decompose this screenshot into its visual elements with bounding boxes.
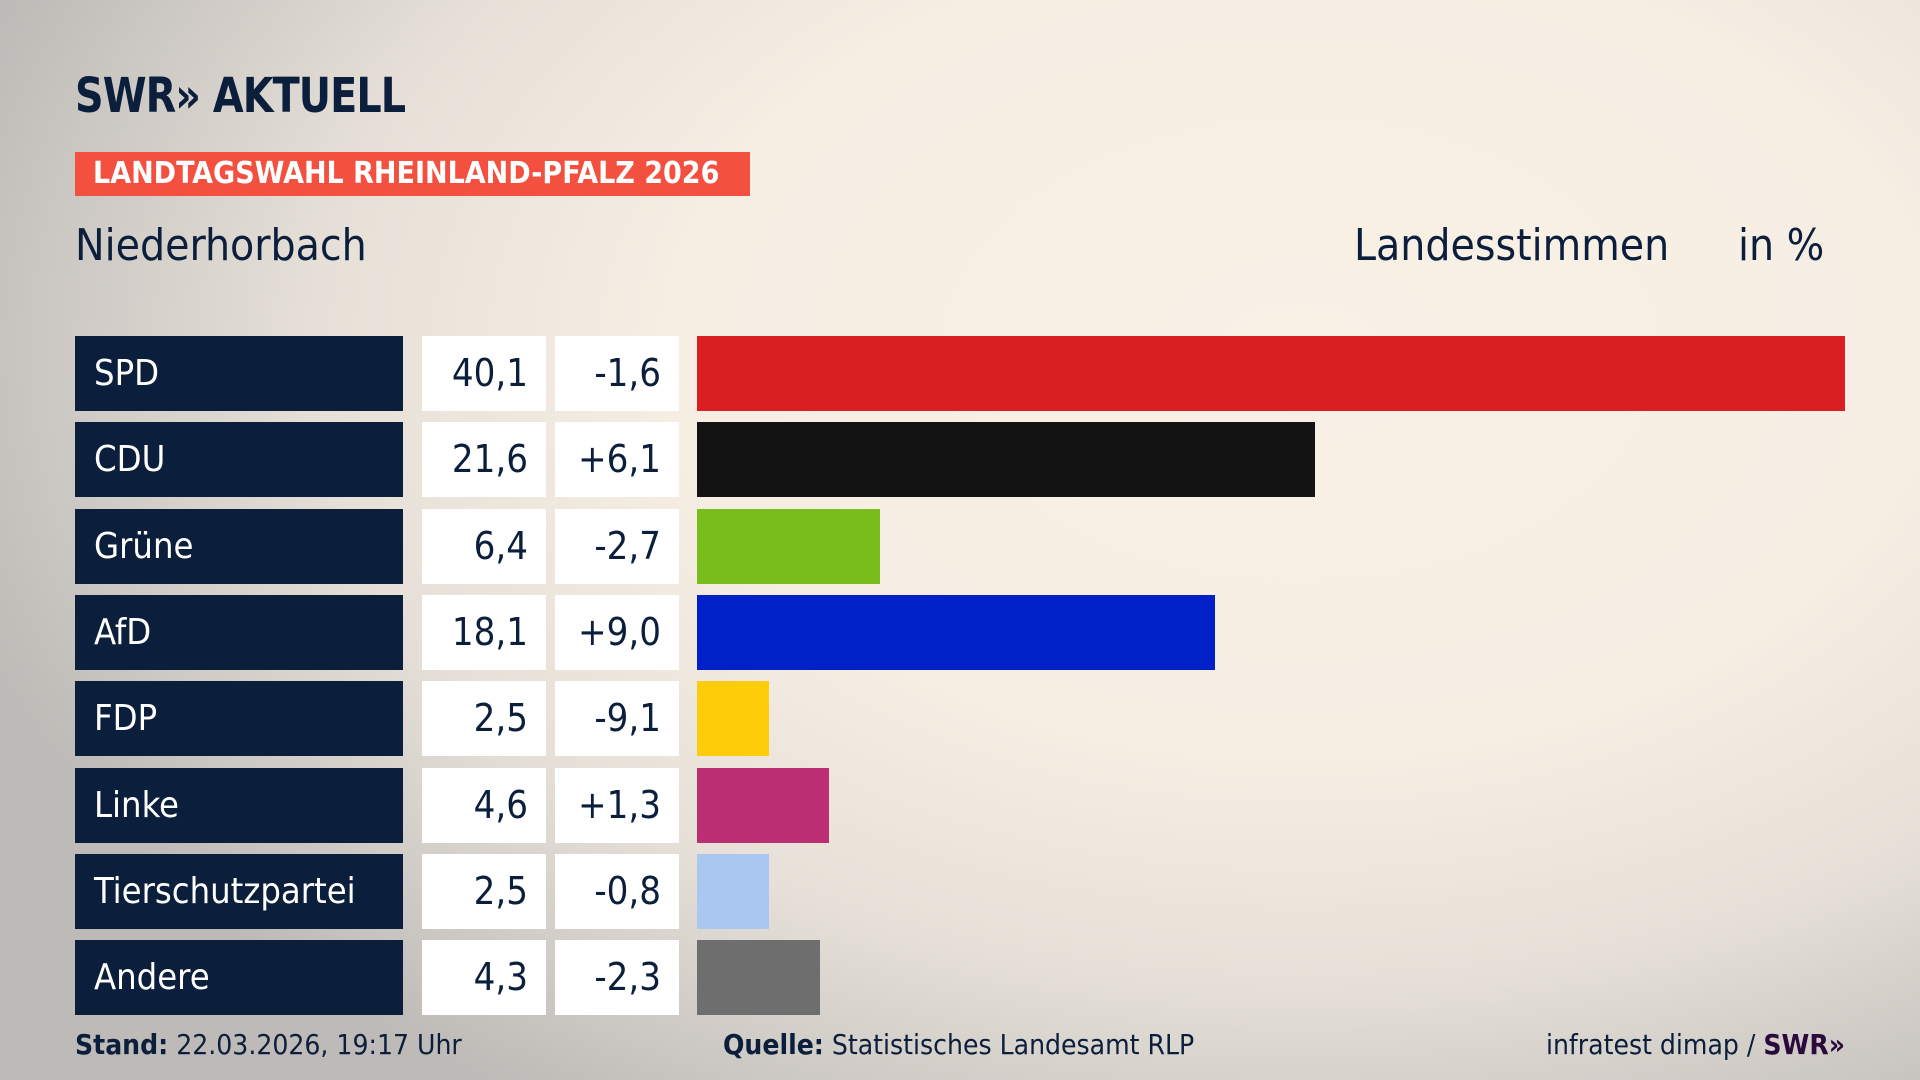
vote-share: 6,4 xyxy=(422,508,546,584)
bar-tierschutzpartei xyxy=(697,853,769,929)
vote-change: +6,1 xyxy=(555,422,679,498)
vote-share: 18,1 xyxy=(422,594,546,670)
vote-share: 4,3 xyxy=(422,940,546,1016)
header-unit: in % xyxy=(1738,220,1825,271)
result-row: AfD 18,1 +9,0 xyxy=(75,594,1855,670)
result-row: Grüne 6,4 -2,7 xyxy=(75,508,1855,584)
vote-share: 4,6 xyxy=(422,767,546,843)
vote-change: +9,0 xyxy=(555,594,679,670)
vote-share: 21,6 xyxy=(422,422,546,498)
vote-change: +1,3 xyxy=(555,767,679,843)
result-row: Linke 4,6 +1,3 xyxy=(75,767,1855,843)
stand-label: Stand: xyxy=(75,1028,169,1061)
bar-fdp xyxy=(697,681,769,757)
vote-change: -9,1 xyxy=(555,681,679,757)
bar-spd xyxy=(697,336,1845,411)
vote-share: 2,5 xyxy=(422,853,546,929)
footer-credit: infratest dimap / SWR» xyxy=(1546,1028,1845,1061)
credit-text: infratest dimap / xyxy=(1545,1028,1764,1061)
stand-value: 22.03.2026, 19:17 Uhr xyxy=(176,1028,462,1061)
result-row: Andere 4,3 -2,3 xyxy=(75,940,1855,1016)
party-name: Tierschutzpartei xyxy=(75,853,403,929)
source-value: Statistisches Landesamt RLP xyxy=(831,1028,1195,1061)
place-title: Niederhorbach xyxy=(75,220,367,271)
result-row: Tierschutzpartei 2,5 -0,8 xyxy=(75,853,1855,929)
party-name: CDU xyxy=(75,422,403,498)
party-name: Andere xyxy=(75,940,403,1016)
party-name: Grüne xyxy=(75,508,403,584)
result-row: CDU 21,6 +6,1 xyxy=(75,422,1855,498)
party-name: AfD xyxy=(75,594,403,670)
vote-change: -2,7 xyxy=(555,508,679,584)
bar-cdu xyxy=(697,422,1316,498)
party-name: SPD xyxy=(75,336,403,411)
footer-stand: Stand: 22.03.2026, 19:17 Uhr xyxy=(75,1028,462,1061)
bar-andere xyxy=(697,940,821,1016)
bar-grne xyxy=(697,508,881,584)
vote-share: 2,5 xyxy=(422,681,546,757)
vote-change: -0,8 xyxy=(555,853,679,929)
election-banner: LANDTAGSWAHL RHEINLAND-PFALZ 2026 xyxy=(75,152,750,196)
footer-source: Quelle: Statistisches Landesamt RLP xyxy=(723,1028,1194,1061)
party-name: FDP xyxy=(75,681,403,757)
swr-aktuell-logo: SWR» AKTUELL xyxy=(75,68,406,124)
vote-share: 40,1 xyxy=(422,336,546,411)
swr-logo-small: SWR» xyxy=(1763,1028,1845,1061)
result-row: FDP 2,5 -9,1 xyxy=(75,681,1855,757)
result-row: SPD 40,1 -1,6 xyxy=(75,336,1855,411)
vote-change: -2,3 xyxy=(555,940,679,1016)
party-name: Linke xyxy=(75,767,403,843)
header-label: Landesstimmen xyxy=(1354,220,1670,271)
bar-afd xyxy=(697,594,1216,670)
bar-linke xyxy=(697,767,829,843)
vote-change: -1,6 xyxy=(555,336,679,411)
source-label: Quelle: xyxy=(723,1028,824,1061)
